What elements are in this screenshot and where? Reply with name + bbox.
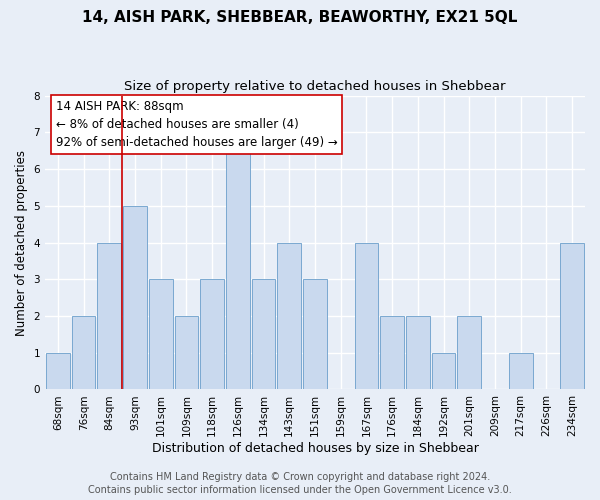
Bar xyxy=(509,352,533,390)
Bar xyxy=(303,279,327,390)
Bar xyxy=(560,242,584,390)
Text: Contains HM Land Registry data © Crown copyright and database right 2024.
Contai: Contains HM Land Registry data © Crown c… xyxy=(88,472,512,495)
Bar xyxy=(380,316,404,390)
Text: 14 AISH PARK: 88sqm
← 8% of detached houses are smaller (4)
92% of semi-detached: 14 AISH PARK: 88sqm ← 8% of detached hou… xyxy=(56,100,338,149)
Bar xyxy=(97,242,121,390)
Bar xyxy=(432,352,455,390)
Bar xyxy=(200,279,224,390)
Bar xyxy=(46,352,70,390)
Bar xyxy=(72,316,95,390)
Bar xyxy=(406,316,430,390)
Bar xyxy=(149,279,173,390)
Bar xyxy=(277,242,301,390)
Bar xyxy=(123,206,147,390)
Bar xyxy=(355,242,378,390)
Title: Size of property relative to detached houses in Shebbear: Size of property relative to detached ho… xyxy=(124,80,506,93)
X-axis label: Distribution of detached houses by size in Shebbear: Distribution of detached houses by size … xyxy=(152,442,478,455)
Y-axis label: Number of detached properties: Number of detached properties xyxy=(15,150,28,336)
Bar xyxy=(175,316,198,390)
Bar xyxy=(226,132,250,390)
Bar xyxy=(252,279,275,390)
Text: 14, AISH PARK, SHEBBEAR, BEAWORTHY, EX21 5QL: 14, AISH PARK, SHEBBEAR, BEAWORTHY, EX21… xyxy=(82,10,518,25)
Bar xyxy=(457,316,481,390)
